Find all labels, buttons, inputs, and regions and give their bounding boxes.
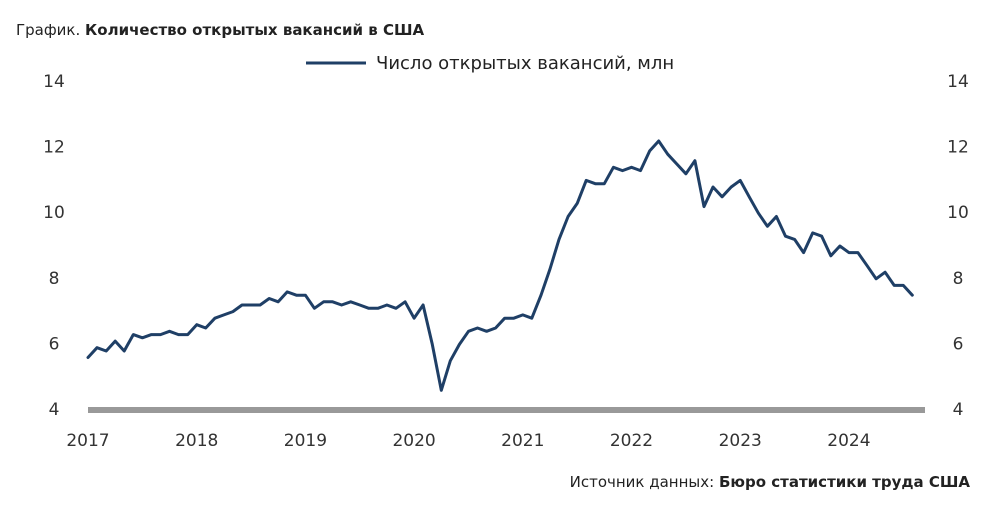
y-tick-label: 14 <box>43 72 65 92</box>
x-tick-label: 2019 <box>284 431 327 451</box>
y2-tick-label: 4 <box>953 400 964 420</box>
y2-tick-label: 12 <box>947 138 969 158</box>
series-line <box>86 139 914 392</box>
legend-label: Число открытых вакансий, млн <box>376 53 674 74</box>
title-text: Количество открытых вакансий в США <box>85 21 424 39</box>
x-tick-label: 2018 <box>175 431 218 451</box>
x-tick-label: 2024 <box>827 431 870 451</box>
y-tick-label: 10 <box>43 203 65 223</box>
y-tick-label: 12 <box>43 138 65 158</box>
title-prefix: График. <box>16 21 80 39</box>
y2-tick-label: 14 <box>947 72 969 92</box>
x-tick-label: 2021 <box>501 431 544 451</box>
y2-tick-label: 8 <box>953 269 964 289</box>
source-text: Бюро статистики труда США <box>719 473 970 491</box>
y2-tick-label: 6 <box>953 334 964 354</box>
x-tick-label: 2017 <box>66 431 109 451</box>
y-tick-label: 4 <box>49 400 60 420</box>
y2-tick-label: 10 <box>947 203 969 223</box>
y-tick-label: 8 <box>49 269 60 289</box>
x-tick-label: 2023 <box>719 431 762 451</box>
x-tick-label: 2020 <box>392 431 435 451</box>
x-tick-label: 2022 <box>610 431 653 451</box>
y-tick-label: 6 <box>49 334 60 354</box>
source: Источник данных: Бюро статистики труда С… <box>570 473 971 491</box>
chart-title: График. Количество открытых вакансий в С… <box>16 21 424 39</box>
source-prefix: Источник данных: <box>570 473 715 491</box>
